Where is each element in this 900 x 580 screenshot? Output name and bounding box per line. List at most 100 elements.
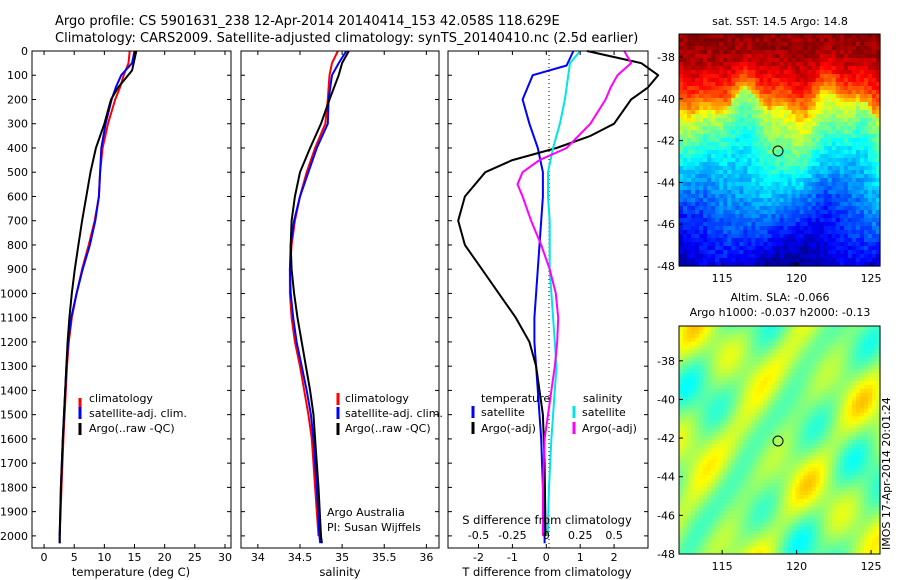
heatmap-cell <box>763 118 769 123</box>
heatmap-cell <box>859 150 865 155</box>
heatmap-cell <box>699 447 704 453</box>
heatmap-cell <box>755 242 760 247</box>
heatmap-cell <box>855 82 861 87</box>
heatmap-cell <box>787 341 793 347</box>
heatmap-cell <box>683 202 688 207</box>
heatmap-cell <box>855 326 861 331</box>
heatmap-cell <box>855 412 861 418</box>
heatmap-cell <box>839 146 845 151</box>
heatmap-cell <box>855 440 861 445</box>
heatmap-cell <box>679 142 684 147</box>
heatmap-cell <box>775 158 781 163</box>
heatmap-cell <box>791 416 797 421</box>
heatmap-cell <box>851 440 857 445</box>
y-tick-label: 1000 <box>0 287 28 300</box>
heatmap-cell <box>759 170 765 175</box>
heatmap-cell <box>839 102 845 107</box>
heatmap-cell <box>711 198 716 203</box>
heatmap-cell <box>691 138 696 143</box>
heatmap-cell <box>727 66 732 71</box>
heatmap-cell <box>775 162 781 167</box>
heatmap-cell <box>831 226 837 231</box>
heatmap-cell <box>783 230 789 235</box>
heatmap-cell <box>855 234 861 239</box>
heatmap-cell <box>827 98 833 103</box>
heatmap-cell <box>683 162 688 167</box>
heatmap-cell <box>847 400 853 406</box>
heatmap-cell <box>751 162 756 167</box>
heatmap-cell <box>859 174 865 179</box>
heatmap-cell <box>683 50 688 55</box>
heatmap-cell <box>751 66 756 71</box>
heatmap-cell <box>799 206 805 211</box>
heatmap-cell <box>759 210 765 215</box>
heatmap-cell <box>823 416 829 421</box>
heatmap-cell <box>791 424 797 429</box>
heatmap-cell <box>691 114 696 119</box>
heatmap-cell <box>719 134 724 139</box>
heatmap-cell <box>819 416 825 421</box>
salinity-ticks: 34 34.5 35 35.5 36 <box>241 50 439 564</box>
heatmap-cell <box>719 392 724 398</box>
heatmap-cell <box>715 329 720 335</box>
heatmap-cell <box>827 194 833 199</box>
heatmap-cell <box>779 138 785 143</box>
heatmap-cell <box>799 440 805 445</box>
heatmap-cell <box>751 349 756 355</box>
heatmap-cell <box>875 381 881 386</box>
heatmap-cell <box>867 106 873 111</box>
heatmap-cell <box>859 369 865 374</box>
heatmap-cell <box>835 373 841 378</box>
heatmap-cell <box>811 408 817 414</box>
heatmap-cell <box>703 170 708 175</box>
heatmap-cell <box>803 357 809 362</box>
heatmap-cell <box>863 194 869 199</box>
heatmap-cell <box>747 218 752 223</box>
heatmap-cell <box>795 373 801 378</box>
heatmap-cell <box>843 238 849 243</box>
heatmap-cell <box>863 58 869 63</box>
heatmap-cell <box>679 74 684 79</box>
heatmap-cell <box>851 42 857 47</box>
heatmap-cell <box>711 467 716 473</box>
heatmap-cell <box>835 130 841 135</box>
heatmap-cell <box>727 214 732 219</box>
heatmap-cell <box>735 170 740 175</box>
heatmap-cell <box>739 357 744 362</box>
heatmap-cell <box>807 384 813 390</box>
heatmap-cell <box>683 365 688 370</box>
heatmap-cell <box>743 62 748 67</box>
heatmap-cell <box>827 134 833 139</box>
heatmap-cell <box>743 46 748 51</box>
heatmap-cell <box>763 202 769 207</box>
heatmap-cell <box>723 333 728 339</box>
heatmap-cell <box>871 242 877 247</box>
heatmap-cell <box>727 341 732 347</box>
heatmap-cell <box>795 122 801 127</box>
heatmap-cell <box>815 142 821 147</box>
heatmap-cell <box>855 102 861 107</box>
heatmap-cell <box>803 329 809 335</box>
heatmap-cell <box>779 218 785 223</box>
heatmap-cell <box>747 154 752 159</box>
heatmap-cell <box>791 150 797 155</box>
heatmap-cell <box>867 388 873 394</box>
heatmap-cell <box>755 388 760 394</box>
heatmap-cell <box>695 365 700 370</box>
heatmap-cell <box>835 82 841 87</box>
heatmap-cell <box>843 90 849 95</box>
heatmap-cell <box>731 353 736 359</box>
heatmap-cell <box>703 114 708 119</box>
y-tick-label: 1400 <box>0 384 28 397</box>
heatmap-cell <box>859 451 865 457</box>
heatmap-cell <box>695 412 700 418</box>
heatmap-cell <box>779 106 785 111</box>
heatmap-cell <box>735 46 740 51</box>
heatmap-cell <box>719 190 724 195</box>
heatmap-cell <box>875 150 881 155</box>
heatmap-cell <box>771 182 777 187</box>
heatmap-cell <box>843 178 849 183</box>
heatmap-cell <box>799 384 805 390</box>
heatmap-cell <box>875 455 881 461</box>
x-tick-label: 0 <box>41 551 48 564</box>
